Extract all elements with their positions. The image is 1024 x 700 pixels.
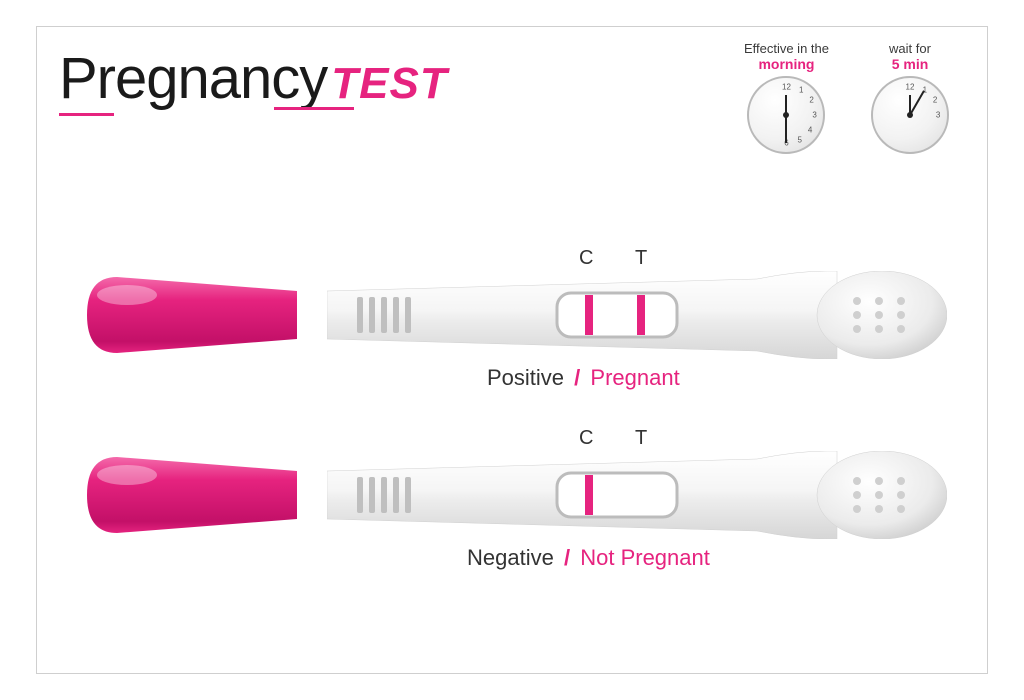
test-cap-icon bbox=[87, 457, 297, 533]
test-negative: C T Negative / Not Pregnant bbox=[87, 427, 947, 557]
instruction-clocks: Effective in the morning 12 1 2 3 4 5 6 … bbox=[744, 41, 949, 154]
clock-morning: Effective in the morning 12 1 2 3 4 5 6 bbox=[744, 41, 829, 154]
c-label: C bbox=[579, 427, 593, 450]
result-slash: / bbox=[574, 365, 580, 390]
test-stick-icon bbox=[327, 271, 947, 359]
title-word-pregnancy: Pregnancy bbox=[59, 45, 327, 112]
result-negative-label: Negative / Not Pregnant bbox=[467, 545, 710, 571]
test-stick-icon bbox=[327, 451, 947, 539]
clock-wait-label2: 5 min bbox=[871, 56, 949, 72]
clock-wait-label1: wait for bbox=[871, 41, 949, 56]
clock-icon-morning: 12 1 2 3 4 5 6 bbox=[747, 76, 825, 154]
result-word-b: Pregnant bbox=[590, 365, 679, 390]
t-label: T bbox=[635, 247, 647, 270]
clock-wait: wait for 5 min 12 1 2 3 bbox=[871, 41, 949, 154]
page-title: Pregnancy TEST bbox=[59, 45, 448, 112]
test-cap-icon bbox=[87, 277, 297, 353]
c-label: C bbox=[579, 247, 593, 270]
result-word-a: Negative bbox=[467, 545, 554, 570]
title-word-test: TEST bbox=[331, 59, 447, 109]
result-slash: / bbox=[564, 545, 570, 570]
result-word-b: Not Pregnant bbox=[580, 545, 710, 570]
title-underline-mid bbox=[274, 107, 354, 110]
clock-morning-label1: Effective in the bbox=[744, 41, 829, 56]
result-positive-label: Positive / Pregnant bbox=[487, 365, 680, 391]
content-frame: Pregnancy TEST Effective in the morning … bbox=[36, 26, 988, 674]
test-positive: C T Positive / Pregnant bbox=[87, 247, 947, 377]
title-underline-left bbox=[59, 113, 114, 116]
clock-icon-wait: 12 1 2 3 bbox=[871, 76, 949, 154]
t-label: T bbox=[635, 427, 647, 450]
result-word-a: Positive bbox=[487, 365, 564, 390]
clock-morning-label2: morning bbox=[744, 56, 829, 72]
